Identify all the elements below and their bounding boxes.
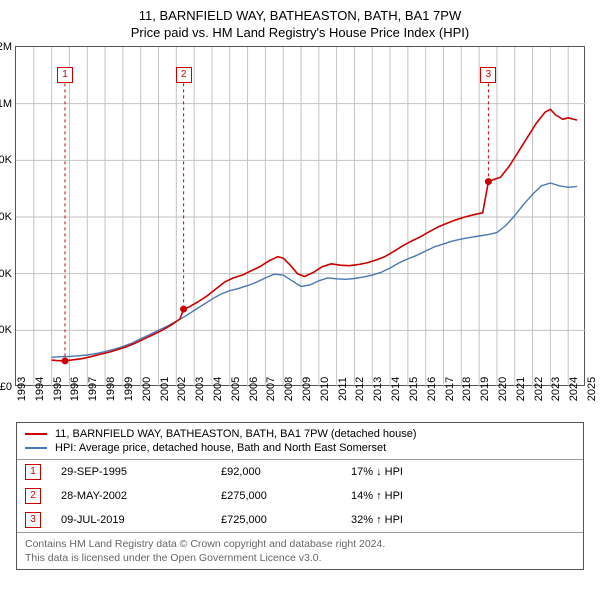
chart-subtitle: Price paid vs. HM Land Registry's House … (10, 25, 590, 40)
x-axis-label: 2018 (461, 377, 473, 401)
x-axis-label: 1999 (123, 377, 135, 401)
y-axis-label: £600K (0, 211, 12, 223)
legend-label: HPI: Average price, detached house, Bath… (55, 442, 386, 454)
x-axis-label: 2022 (533, 377, 545, 401)
title-block: 11, BARNFIELD WAY, BATHEASTON, BATH, BA1… (10, 8, 590, 40)
chart-title-address: 11, BARNFIELD WAY, BATHEASTON, BATH, BA1… (10, 8, 590, 23)
legend-swatch (25, 447, 47, 449)
x-axis-label: 2002 (176, 377, 188, 401)
y-axis-label: £800K (0, 154, 12, 166)
sale-row-diff: 17% ↓ HPI (351, 466, 451, 478)
x-axis-label: 1995 (52, 377, 64, 401)
x-axis-label: 2009 (301, 377, 313, 401)
x-axis-label: 2025 (586, 377, 598, 401)
y-axis-label: £1M (0, 98, 12, 110)
y-axis-label: £400K (0, 268, 12, 280)
x-axis-label: 2011 (337, 377, 349, 401)
x-axis-label: 2010 (319, 377, 331, 401)
sale-marker-2: 2 (176, 67, 192, 83)
x-axis-label: 2015 (408, 377, 420, 401)
chart-container: 11, BARNFIELD WAY, BATHEASTON, BATH, BA1… (0, 0, 600, 590)
x-axis-label: 1997 (87, 377, 99, 401)
x-axis-label: 2021 (515, 377, 527, 401)
sale-row: 2 28-MAY-2002 £275,000 14% ↑ HPI (17, 484, 583, 508)
legend-row: 11, BARNFIELD WAY, BATHEASTON, BATH, BA1… (25, 427, 575, 441)
x-axis-label: 2007 (265, 377, 277, 401)
x-axis-label: 2006 (248, 377, 260, 401)
x-axis-label: 2016 (426, 377, 438, 401)
x-axis-label: 2013 (372, 377, 384, 401)
x-axis-label: 2012 (354, 377, 366, 401)
legend-label: 11, BARNFIELD WAY, BATHEASTON, BATH, BA1… (55, 428, 417, 440)
x-axis-label: 2019 (479, 377, 491, 401)
sale-row-marker: 2 (25, 488, 41, 504)
x-axis-label: 1994 (34, 377, 46, 401)
x-axis-label: 1996 (69, 377, 81, 401)
legend-row: HPI: Average price, detached house, Bath… (25, 441, 575, 455)
x-axis-label: 2003 (194, 377, 206, 401)
sale-row-marker: 1 (25, 464, 41, 480)
sale-row: 3 09-JUL-2019 £725,000 32% ↑ HPI (17, 508, 583, 532)
x-axis-label: 2000 (141, 377, 153, 401)
sale-row-price: £92,000 (221, 466, 301, 478)
sale-marker-1: 1 (57, 67, 73, 83)
legend-swatch (25, 433, 47, 435)
sale-row-date: 09-JUL-2019 (61, 514, 171, 526)
footer-line2: This data is licensed under the Open Gov… (25, 551, 575, 565)
footer-line1: Contains HM Land Registry data © Crown c… (25, 537, 575, 551)
sales-block: 1 29-SEP-1995 £92,000 17% ↓ HPI 2 28-MAY-2002… (17, 460, 583, 532)
x-axis-label: 2004 (212, 377, 224, 401)
sale-row-date: 28-MAY-2002 (61, 490, 171, 502)
x-axis-label: 2017 (444, 377, 456, 401)
x-axis-label: 2008 (283, 377, 295, 401)
sale-row-diff: 32% ↑ HPI (351, 514, 451, 526)
sale-row-price: £275,000 (221, 490, 301, 502)
legend-panel: 11, BARNFIELD WAY, BATHEASTON, BATH, BA1… (16, 422, 584, 570)
sale-row-marker: 3 (25, 512, 41, 528)
sale-row: 1 29-SEP-1995 £92,000 17% ↓ HPI (17, 460, 583, 484)
x-axis-label: 2023 (550, 377, 562, 401)
sale-row-date: 29-SEP-1995 (61, 466, 171, 478)
chart-svg (16, 47, 586, 387)
footer-block: Contains HM Land Registry data © Crown c… (17, 533, 583, 569)
sale-marker-3: 3 (480, 67, 496, 83)
y-axis-label: £0 (0, 381, 12, 393)
sale-row-price: £725,000 (221, 514, 301, 526)
x-axis-label: 2001 (159, 377, 171, 401)
legend-series-block: 11, BARNFIELD WAY, BATHEASTON, BATH, BA1… (17, 423, 583, 459)
x-axis-label: 2024 (568, 377, 580, 401)
x-axis-label: 2020 (497, 377, 509, 401)
sale-row-diff: 14% ↑ HPI (351, 490, 451, 502)
x-axis-label: 1998 (105, 377, 117, 401)
x-axis-label: 1993 (16, 377, 28, 401)
x-axis-label: 2014 (390, 377, 402, 401)
x-axis-label: 2005 (230, 377, 242, 401)
y-axis-label: £200K (0, 324, 12, 336)
y-axis-label: £1.2M (0, 41, 12, 53)
chart-plot-area: £0£200K£400K£600K£800K£1M£1.2M1993199419… (15, 46, 585, 386)
